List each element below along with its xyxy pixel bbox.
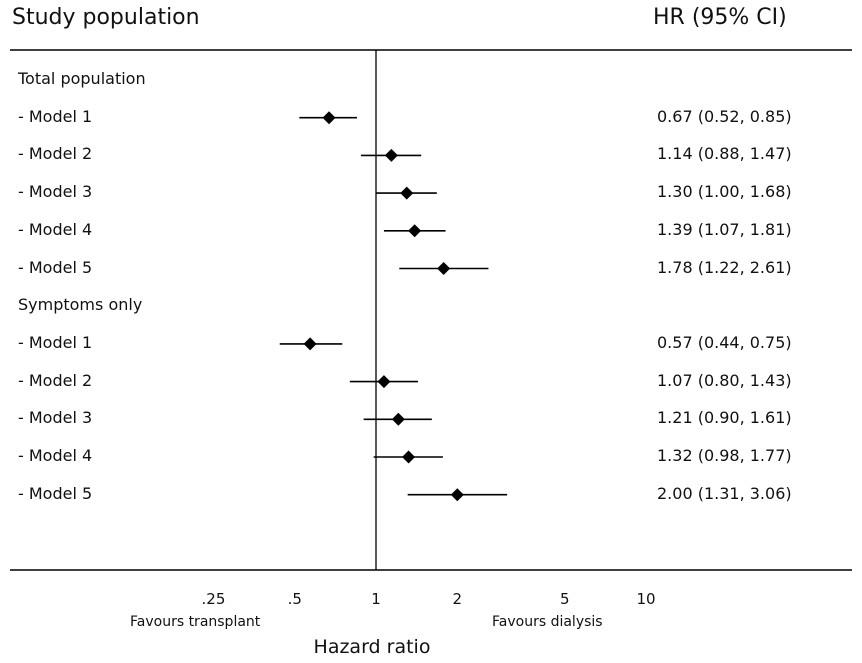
row-label: - Model 2 [18, 144, 93, 164]
hr-point-diamond [437, 262, 451, 275]
header-study-population: Study population [12, 5, 200, 30]
hr-ci-value: 1.21 (0.90, 1.61) [657, 408, 792, 428]
hr-point-diamond [400, 186, 414, 200]
x-tick-label: .25 [201, 590, 226, 608]
row-label: - Model 3 [18, 182, 93, 202]
row-label: - Model 3 [18, 408, 93, 428]
hr-point-diamond [408, 224, 422, 238]
row-label: - Model 4 [18, 446, 93, 465]
hr-point-diamond [450, 488, 464, 502]
hr-ci-value: 1.32 (0.98, 1.77) [657, 446, 792, 465]
hr-point-diamond [384, 148, 398, 162]
favours-dialysis-label: Favours dialysis [492, 614, 603, 630]
hr-ci-value: 0.57 (0.44, 0.75) [657, 332, 792, 352]
row-label: - Model 1 [18, 106, 93, 126]
hr-ci-value: 1.30 (1.00, 1.68) [657, 182, 792, 202]
row-label: - Model 2 [18, 370, 93, 390]
hr-ci-value: 1.14 (0.88, 1.47) [657, 144, 792, 164]
x-tick-label: 1 [371, 590, 381, 608]
hr-point-diamond [391, 412, 405, 426]
favours-transplant-label: Favours transplant [130, 614, 261, 630]
x-tick-label: 10 [636, 590, 656, 608]
hr-ci-value: 2.00 (1.31, 3.06) [657, 483, 792, 503]
hr-ci-value: 0.67 (0.52, 0.85) [657, 106, 792, 126]
row-label: - Model 5 [18, 483, 93, 503]
group-label: Total population [18, 69, 146, 88]
header-hr-ci: HR (95% CI) [653, 5, 787, 30]
hr-ci-value: 1.39 (1.07, 1.81) [657, 219, 792, 239]
x-tick-label: .5 [287, 590, 302, 608]
row-label: - Model 1 [18, 332, 93, 352]
x-axis-title: Hazard ratio [313, 636, 431, 658]
group-label: Symptoms only [18, 295, 143, 315]
row-label: - Model 5 [18, 257, 93, 277]
row-label: - Model 4 [18, 219, 93, 239]
x-tick-label: 2 [452, 590, 463, 608]
hr-ci-value: 1.78 (1.22, 2.61) [657, 257, 792, 277]
hr-point-diamond [303, 337, 317, 351]
x-tick-label: 5 [559, 590, 570, 608]
hr-ci-value: 1.07 (0.80, 1.43) [657, 370, 792, 390]
hr-point-diamond [322, 111, 336, 125]
hr-point-diamond [402, 450, 416, 464]
hr-point-diamond [377, 375, 391, 389]
